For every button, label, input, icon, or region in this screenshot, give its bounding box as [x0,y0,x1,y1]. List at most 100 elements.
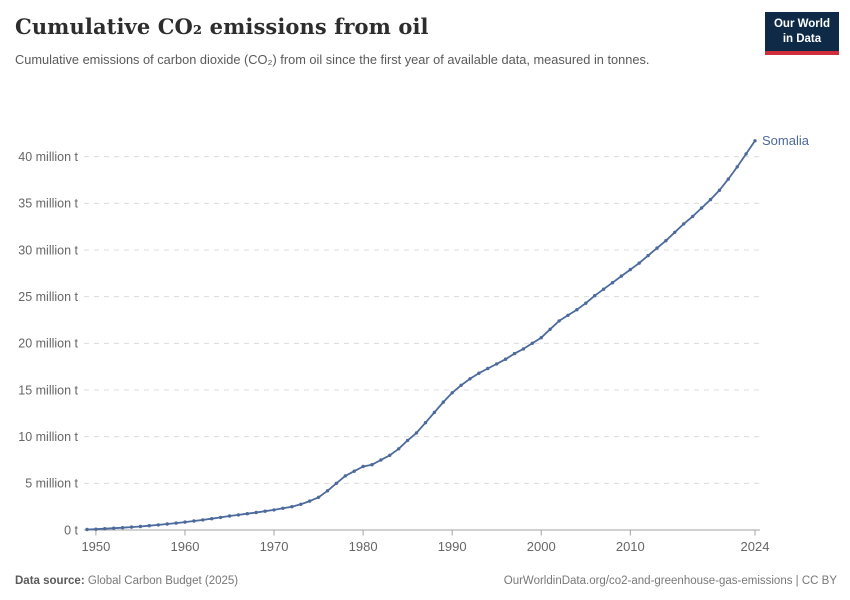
data-point [717,188,722,192]
data-point [673,230,677,234]
data-point [708,197,713,202]
y-tick-label: 10 million t [18,430,78,444]
data-point [308,499,312,503]
data-point [129,525,134,529]
data-point [432,410,437,415]
data-source-value: Global Carbon Budget (2025) [87,575,239,587]
series-markers [85,139,757,532]
data-point [459,383,463,387]
data-point [557,319,561,323]
x-tick-label: 2024 [741,539,770,554]
data-point [477,371,481,375]
data-point [601,287,606,291]
data-point [699,206,704,210]
data-source-label: Data source: [15,575,85,587]
data-point [325,489,330,493]
y-tick-label: 0 t [64,523,78,537]
data-point [254,510,258,515]
data-point [397,447,401,451]
data-point [405,438,410,443]
x-tick-label: 1950 [81,539,110,554]
data-point [575,308,579,312]
data-point [726,177,730,181]
y-tick-label: 25 million t [18,290,78,304]
data-point [691,214,695,219]
x-tick-label: 1960 [171,539,200,554]
data-point [388,453,392,457]
data-point [503,357,508,361]
data-point [593,294,597,298]
y-tick-label: 30 million t [18,243,78,257]
data-point [468,377,472,381]
data-point [138,524,143,529]
data-point [227,514,232,518]
data-point [753,139,757,143]
y-tick-label: 35 million t [18,197,78,211]
data-point [210,517,214,521]
y-tick-label: 20 million t [18,337,78,351]
data-point [664,239,668,243]
data-point [183,520,187,524]
entity-label-somalia: Somalia [762,133,810,148]
x-tick-label: 1970 [260,539,289,554]
data-point [236,513,241,517]
series-line-somalia [86,139,756,531]
data-point [646,253,650,258]
data-point [495,362,499,366]
data-point [441,400,445,404]
data-point [120,526,125,530]
y-tick-label: 15 million t [18,383,78,397]
data-point [628,267,632,272]
x-axis: 1950 1960 1970 1980 1990 2000 2010 2024 [81,530,770,554]
data-point [361,464,365,469]
data-point [192,519,196,523]
data-point [103,527,107,531]
data-point [744,152,748,156]
x-tick-label: 1980 [349,539,378,554]
data-point [290,505,294,509]
data-point [281,506,285,510]
chart-title: Cumulative CO₂ emissions from oil [15,14,429,39]
data-point [218,515,223,520]
data-point [245,512,249,516]
y-tick-label: 5 million t [25,477,78,491]
owid-logo-line1: Our World [773,18,830,30]
x-tick-label: 2000 [527,539,556,554]
data-point [316,495,321,499]
y-axis-labels: 0 t 5 million t 10 million t 15 million t 20… [18,150,78,537]
data-point [85,527,89,532]
y-tick-label: 40 million t [18,150,78,164]
data-point [263,509,267,513]
owid-logo[interactable]: Our World in Data [764,12,839,56]
license-link[interactable]: OurWorldinData.org/co2-and-greenhouse-ga… [503,575,837,587]
data-point [112,526,116,530]
data-point [512,351,517,356]
data-point [610,281,615,285]
data-point [174,521,178,525]
data-point [414,431,419,435]
chart-footer: Data source: Global Carbon Budget (2025)… [15,575,837,587]
data-point [147,524,151,528]
owid-logo-line2: in Data [782,33,822,46]
data-point [272,508,276,512]
data-point [539,336,543,340]
chart-subtitle: Cumulative emissions of carbon dioxide (… [15,52,650,67]
data-point [735,165,739,169]
data-point [682,222,686,226]
x-tick-label: 1990 [438,539,467,554]
data-point [94,527,98,531]
data-point [370,463,374,467]
data-point [334,481,339,485]
data-point [486,366,490,371]
data-point [165,522,169,526]
data-point [343,474,347,478]
data-point [299,502,303,506]
gridlines [84,156,760,531]
data-point [521,347,526,351]
data-point [379,458,383,462]
data-point [450,391,454,395]
data-point [566,313,570,317]
data-point [530,341,534,345]
